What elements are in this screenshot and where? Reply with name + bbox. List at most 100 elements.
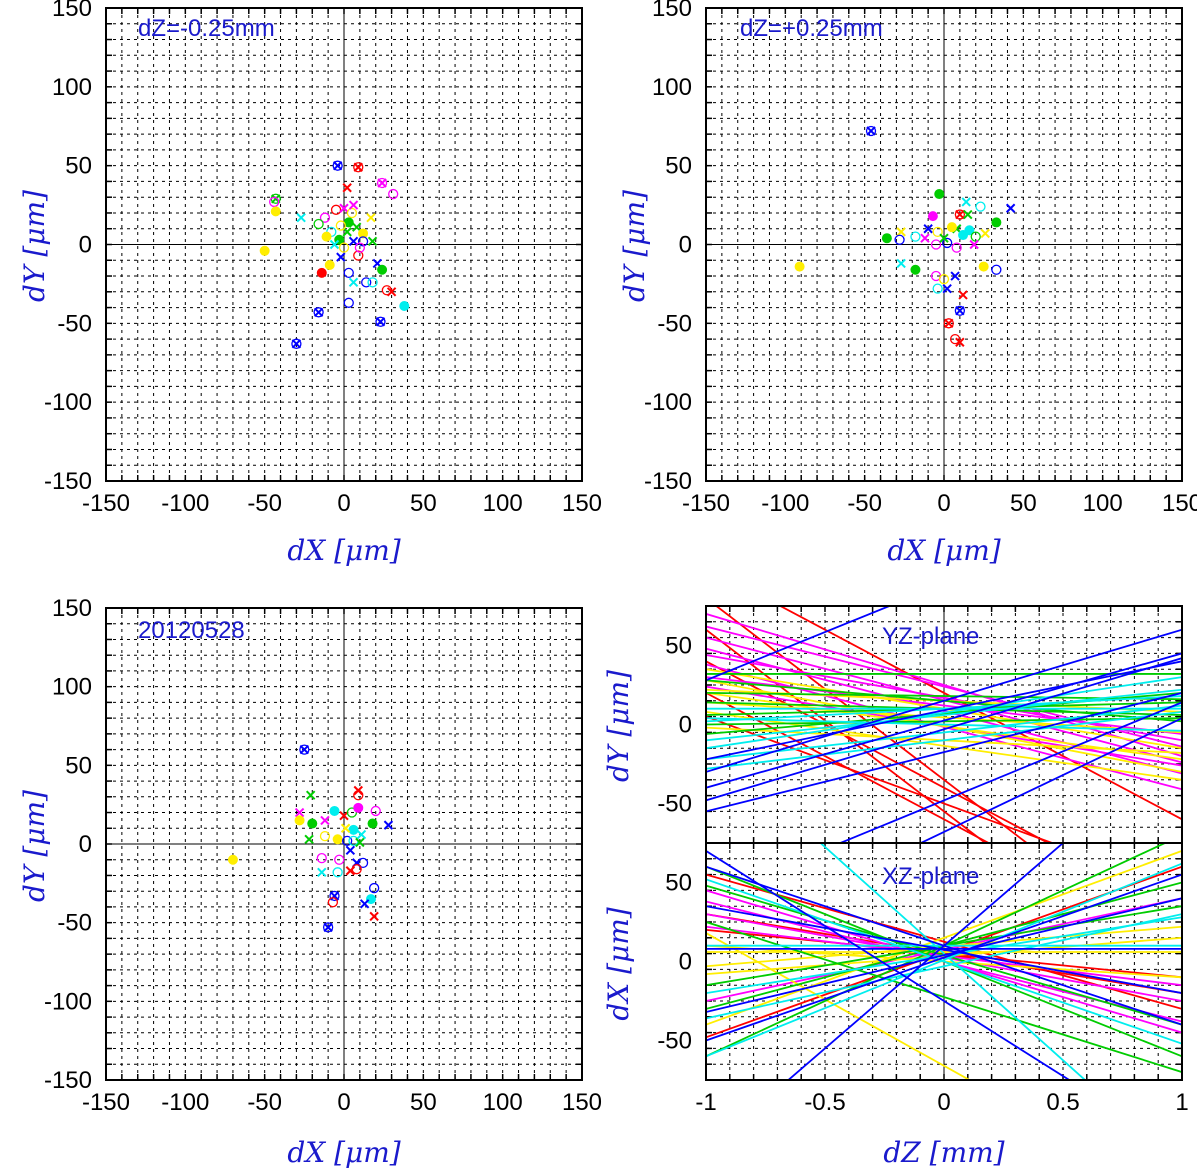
track-line: [706, 613, 1182, 757]
point-cross: [313, 307, 324, 318]
point-cross: [377, 178, 387, 188]
data-point: [319, 212, 331, 223]
point-filled: [881, 233, 892, 244]
y-tick-label: 0: [679, 949, 692, 976]
y-tick-label: -50: [657, 791, 692, 818]
point-cross: [963, 209, 973, 220]
data-point: [348, 824, 359, 835]
point-filled: [934, 189, 945, 200]
data-point: [923, 224, 933, 234]
point-cross: [969, 239, 979, 250]
plots-layer: -150 -100 -50 0 50 100 150150100500-50-100-150…: [44, 0, 1197, 1116]
data-point: [343, 267, 354, 279]
data-point: [399, 300, 410, 311]
track-line: [837, 701, 1182, 843]
point-circle: [330, 204, 342, 215]
point-cross: [294, 807, 305, 818]
track-line: [706, 850, 1071, 1080]
point-circle: [910, 231, 921, 242]
point-cross: [345, 866, 356, 876]
plot-frame: [105, 7, 583, 482]
x-tick-label: 0: [337, 1089, 350, 1116]
point-cross: [961, 197, 971, 207]
data-point: [932, 226, 943, 238]
y-tick-label: 0: [79, 232, 92, 259]
track-line: [706, 715, 1055, 843]
point-circle: [357, 857, 369, 869]
data-point: [359, 899, 370, 909]
data-point: [227, 854, 238, 865]
point-circle: [319, 830, 331, 842]
point-circle: [930, 239, 942, 250]
x-tick-label: 150: [1162, 490, 1197, 517]
data-point: [270, 206, 281, 217]
y-tick-label: 50: [665, 870, 692, 897]
ylabel-yz: dY [μm]: [602, 670, 635, 782]
point-cross: [320, 815, 330, 826]
data-point: [927, 211, 938, 222]
y-tick-label: 100: [652, 74, 692, 101]
x-tick-label: -100: [161, 1089, 209, 1116]
point-cross: [958, 290, 968, 300]
point-circle: [332, 867, 343, 878]
data-point: [357, 236, 369, 247]
data-point: [307, 818, 318, 829]
data-point: [348, 236, 359, 247]
point-circle: [942, 237, 953, 249]
data-point: [366, 212, 376, 223]
data-point: [317, 867, 327, 878]
data-point: [259, 245, 270, 256]
track-line: [706, 695, 1182, 723]
y-tick-label: -50: [57, 310, 92, 337]
point-cross: [332, 160, 343, 171]
x-tick-label: 50: [410, 1089, 437, 1116]
track-line: [706, 606, 892, 682]
point-circle: [351, 864, 362, 875]
data-point: [348, 277, 359, 288]
xlabel-bottom-right: dZ [mm]: [883, 1136, 1004, 1168]
data-point: [365, 894, 376, 905]
y-tick-label: 0: [679, 712, 692, 739]
data-point: [383, 820, 394, 830]
data-point: [353, 802, 364, 813]
annotation-dz-plus: dZ=+0.25mm: [740, 15, 883, 42]
data-point: [955, 337, 965, 347]
point-cross: [345, 845, 356, 856]
data-point: [980, 228, 990, 239]
point-circle: [951, 242, 962, 253]
track-line: [706, 628, 987, 843]
point-cross: [942, 283, 952, 294]
lines-group: [706, 606, 1182, 843]
data-point: [881, 233, 892, 244]
point-circle: [375, 316, 386, 327]
point-cross: [386, 287, 397, 297]
x-tick-label: 50: [410, 490, 437, 517]
y-tick-label: 100: [52, 674, 92, 701]
data-point: [946, 222, 957, 233]
point-circle: [388, 188, 399, 200]
data-point: [942, 283, 952, 294]
point-circle: [332, 160, 343, 171]
data-point: [321, 231, 332, 242]
x-tick-label: -50: [847, 490, 882, 517]
point-cross: [340, 823, 351, 833]
point-cross: [369, 911, 379, 922]
x-tick-label: 100: [1083, 490, 1123, 517]
data-point: [336, 252, 346, 262]
data-point: [339, 203, 349, 213]
track-line: [706, 701, 1182, 734]
data-point: [361, 277, 372, 288]
point-filled: [991, 217, 1002, 228]
data-point: [294, 815, 305, 826]
point-circle: [343, 267, 354, 279]
data-point: [951, 242, 962, 253]
point-filled: [227, 854, 238, 865]
point-cross: [383, 820, 394, 830]
track-line: [706, 873, 1182, 1042]
x-tick-label: 100: [483, 490, 523, 517]
data-point: [340, 823, 351, 833]
point-circle: [954, 209, 966, 220]
data-point: [896, 227, 906, 237]
point-circle: [361, 277, 372, 288]
x-tick-label: 0: [937, 1089, 950, 1116]
